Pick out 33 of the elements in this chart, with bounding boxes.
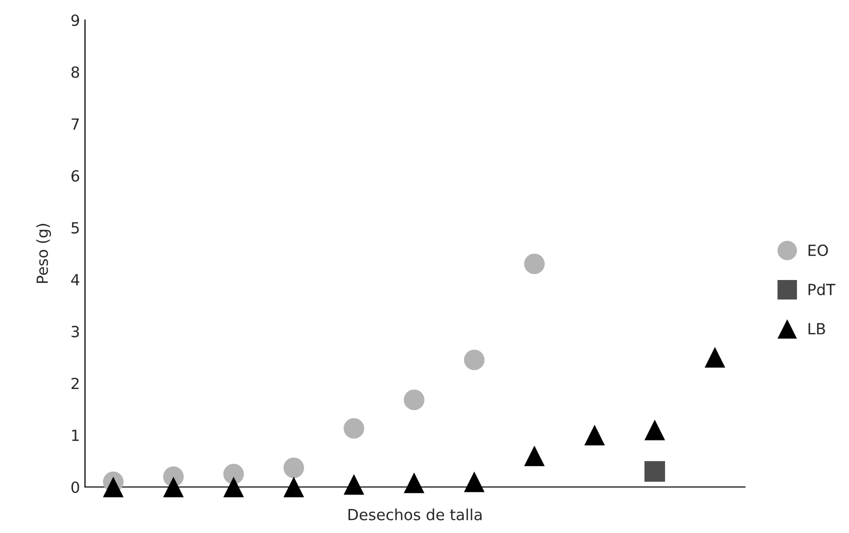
y-tick-label: 7 [72,118,79,130]
y-axis-title: Peso (g) [36,224,51,283]
y-tick-label: 1 [72,430,79,441]
point [283,458,304,478]
point [283,476,304,498]
legend-label: EO [808,244,828,256]
x-axis-title: Desechos de talla [348,508,482,520]
point [644,420,666,440]
point [344,474,364,495]
point [464,350,485,370]
y-tick-label: 9 [71,14,80,26]
point [644,461,666,482]
point [464,472,485,492]
point [524,446,545,466]
y-tick-label: 4 [71,274,80,286]
point [102,476,124,498]
y-tick-label: 6 [71,170,80,182]
point [404,472,424,494]
point [163,476,184,498]
point [223,476,244,498]
point [524,254,545,274]
y-tick-label: 8 [71,66,80,78]
legend-label: PdT [808,283,836,296]
y-tick-label: 2 [72,378,79,390]
y-tick-label: 5 [72,222,79,234]
point [223,464,244,484]
y-tick-label: 0 [71,481,80,494]
point [404,390,424,410]
legend-label: LB [808,323,825,334]
point [584,424,605,446]
point [704,346,726,368]
y-tick-label: 3 [72,326,79,338]
point [344,418,364,439]
